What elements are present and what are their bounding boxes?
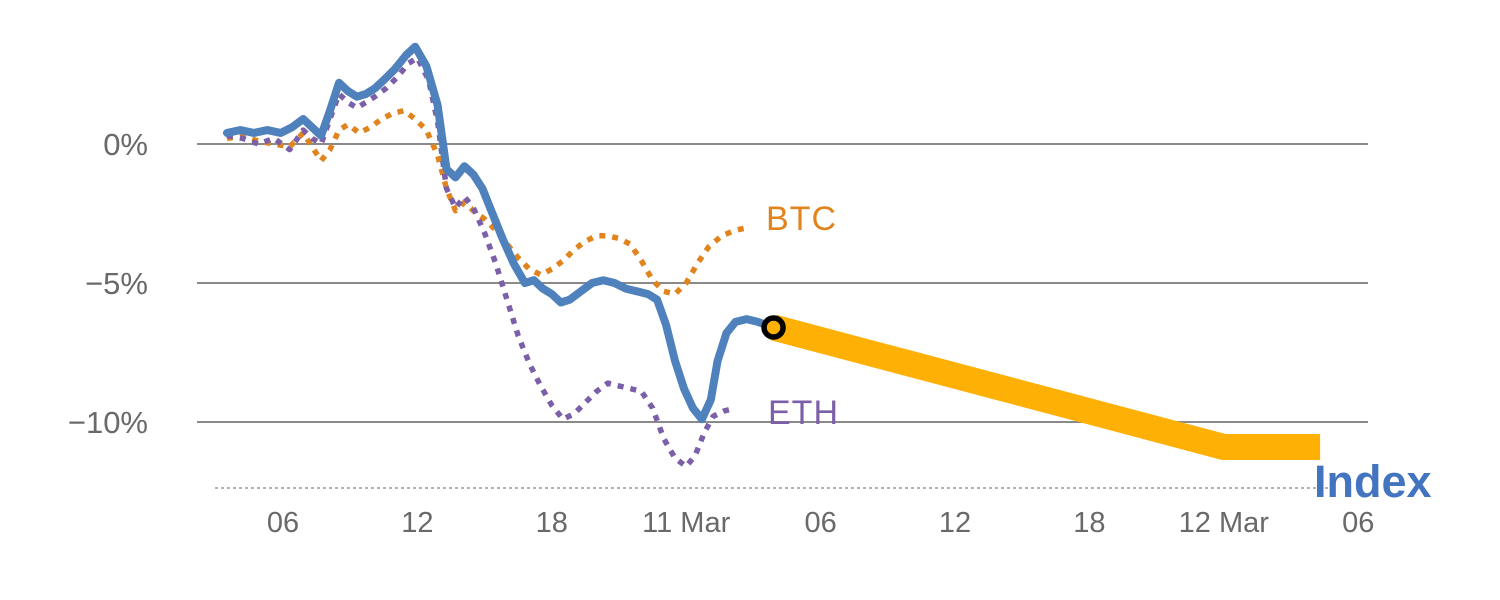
x-axis-tick-label: 06 xyxy=(1342,507,1374,539)
series-line-index xyxy=(223,42,778,424)
x-axis-tick-label: 06 xyxy=(267,507,299,539)
x-axis-tick-label: 12 xyxy=(939,507,971,539)
series-line-index-projection xyxy=(770,314,1321,460)
x-axis-tick-label: 18 xyxy=(1073,507,1105,539)
y-axis-tick-label: −5% xyxy=(85,266,148,301)
eth-series-label: ETH xyxy=(768,394,839,432)
x-axis-tick-label: 18 xyxy=(536,507,568,539)
endpoint-marker xyxy=(761,315,786,340)
index-series-label: Index xyxy=(1314,456,1432,507)
x-axis-tick-label: 12 Mar xyxy=(1179,507,1270,539)
x-axis-tick-label: 11 Mar xyxy=(642,507,730,539)
series-line-btc xyxy=(226,107,750,297)
series-line-eth xyxy=(226,55,737,470)
x-axis-tick-label: 12 xyxy=(401,507,433,539)
x-axis-tick-label: 06 xyxy=(804,507,836,539)
y-axis-tick-label: 0% xyxy=(103,127,148,162)
btc-series-label: BTC xyxy=(766,200,837,238)
y-axis-tick-label: −10% xyxy=(68,405,148,440)
